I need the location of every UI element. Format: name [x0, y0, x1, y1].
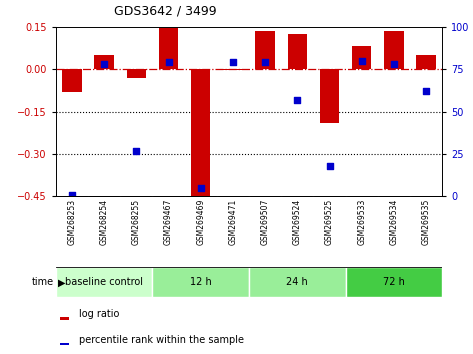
Point: [262, 59, 269, 65]
Text: GSM269469: GSM269469: [196, 199, 205, 245]
Text: GSM269533: GSM269533: [357, 199, 366, 245]
Bar: [255, 31, 275, 69]
Bar: [288, 34, 307, 69]
Point: [197, 185, 204, 191]
Text: ▶: ▶: [58, 277, 66, 287]
Point: [229, 59, 236, 65]
Text: GSM269524: GSM269524: [293, 199, 302, 245]
Text: GSM269467: GSM269467: [164, 199, 173, 245]
Bar: [152, 267, 249, 297]
Point: [358, 58, 366, 63]
Text: log ratio: log ratio: [79, 309, 119, 319]
Point: [100, 61, 108, 67]
Bar: [95, 55, 114, 69]
Bar: [384, 31, 403, 69]
Text: GDS3642 / 3499: GDS3642 / 3499: [114, 5, 217, 18]
Bar: [191, 69, 210, 199]
Text: GSM268255: GSM268255: [132, 199, 141, 245]
Text: percentile rank within the sample: percentile rank within the sample: [79, 335, 244, 345]
Text: GSM268253: GSM268253: [68, 199, 77, 245]
Point: [294, 97, 301, 102]
Bar: [60, 317, 70, 320]
Point: [326, 163, 333, 169]
Text: baseline control: baseline control: [65, 277, 143, 287]
Bar: [60, 343, 70, 345]
Point: [132, 148, 140, 153]
Bar: [352, 46, 371, 69]
Text: GSM269534: GSM269534: [389, 199, 398, 245]
Bar: [159, 28, 178, 69]
Text: GSM269535: GSM269535: [421, 199, 430, 245]
Text: GSM269507: GSM269507: [261, 199, 270, 245]
Bar: [62, 69, 81, 92]
Bar: [223, 69, 243, 70]
Point: [165, 59, 172, 65]
Point: [68, 192, 76, 198]
Bar: [320, 69, 339, 123]
Bar: [56, 267, 152, 297]
Text: GSM269525: GSM269525: [325, 199, 334, 245]
Text: time: time: [31, 277, 53, 287]
Text: 24 h: 24 h: [287, 277, 308, 287]
Text: 72 h: 72 h: [383, 277, 405, 287]
Bar: [127, 69, 146, 78]
Point: [390, 61, 398, 67]
Bar: [346, 267, 442, 297]
Text: GSM268254: GSM268254: [100, 199, 109, 245]
Point: [422, 88, 430, 94]
Text: GSM269471: GSM269471: [228, 199, 237, 245]
Bar: [249, 267, 346, 297]
Text: 12 h: 12 h: [190, 277, 211, 287]
Bar: [417, 55, 436, 69]
